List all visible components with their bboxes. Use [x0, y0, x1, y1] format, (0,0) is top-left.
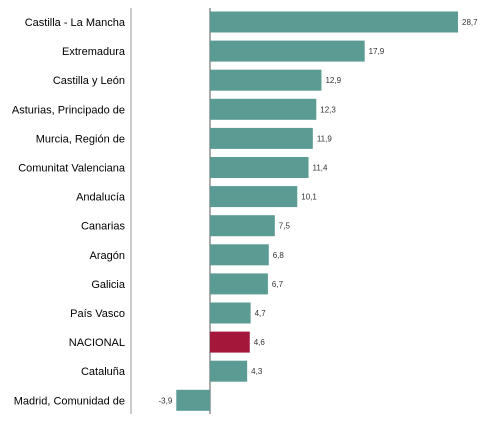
bar [210, 40, 365, 62]
value-label: 17,9 [369, 47, 385, 56]
bar [210, 127, 313, 149]
category-label: Canarias [81, 221, 126, 233]
category-label: NACIONAL [69, 337, 125, 349]
bar [210, 215, 275, 237]
value-label: 11,4 [313, 164, 329, 173]
value-label: 6,8 [273, 251, 285, 260]
bar [210, 157, 309, 178]
bar [210, 273, 268, 295]
category-label: Asturias, Principado de [12, 104, 125, 116]
category-label: Madrid, Comunidad de [14, 395, 125, 407]
category-label: Castilla y León [53, 75, 125, 87]
category-label: Andalucía [76, 192, 126, 204]
category-label: Galicia [91, 279, 126, 291]
value-label: -3,9 [159, 396, 173, 405]
bar [210, 360, 248, 382]
value-label: 28,7 [462, 18, 478, 27]
value-label: 12,3 [320, 105, 336, 114]
value-labels: 28,7 17,9 12,9 12,3 11,9 11,4 10,1 7,5 6,8 6,7 4,7… [159, 18, 479, 405]
value-label: 4,3 [251, 367, 263, 376]
value-label: 6,7 [272, 280, 284, 289]
category-label: País Vasco [70, 308, 125, 320]
bar [210, 186, 298, 208]
category-label: Extremadura [62, 46, 126, 58]
category-label: Comunitat Valenciana [18, 163, 126, 175]
value-label: 7,5 [279, 222, 291, 231]
bar [176, 389, 210, 411]
bar [210, 69, 322, 91]
category-label: Aragón [90, 250, 125, 262]
bars [176, 11, 458, 411]
bar-highlight [210, 331, 250, 353]
bar [210, 11, 458, 33]
category-labels: Castilla - La Mancha Extremadura Castilla … [12, 17, 126, 407]
bar [210, 244, 269, 266]
value-label: 4,7 [255, 309, 267, 318]
category-label: Cataluña [81, 366, 126, 378]
bar [210, 302, 251, 324]
category-label: Castilla - La Mancha [25, 17, 126, 29]
value-label: 12,9 [325, 76, 341, 85]
value-label: 10,1 [301, 193, 317, 202]
bar [210, 98, 317, 120]
category-label: Murcia, Región de [36, 133, 125, 145]
value-label: 4,6 [254, 338, 266, 347]
value-label: 11,9 [317, 134, 333, 143]
